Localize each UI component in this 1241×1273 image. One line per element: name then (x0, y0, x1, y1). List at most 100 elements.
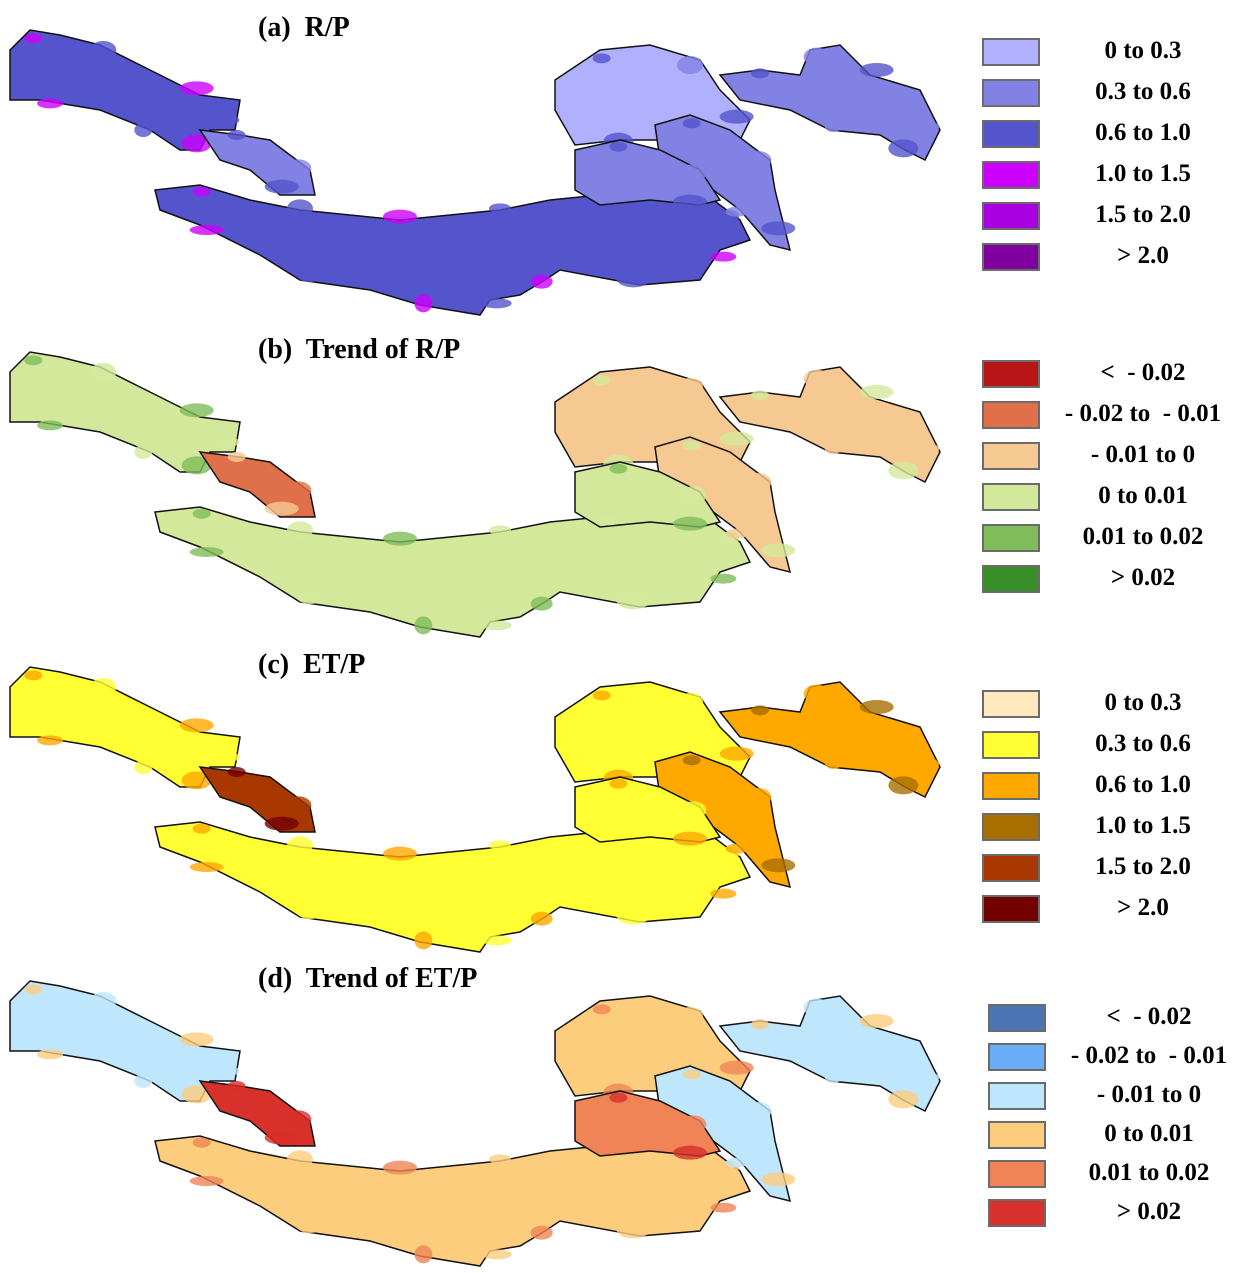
pixel-patch (725, 528, 748, 539)
pixel-patch (264, 1130, 299, 1145)
pixel-patch (134, 760, 153, 774)
pixel-patch (673, 831, 707, 846)
pixel-patch (179, 718, 214, 733)
panel-title: (d) Trend of ET/P (258, 963, 478, 994)
pixel-patch (383, 209, 417, 224)
pixel-patch (383, 846, 417, 861)
pixel-patch (725, 1157, 748, 1168)
pixel-patch (227, 452, 246, 462)
center-basin (574, 461, 722, 528)
pixel-patch (761, 1172, 796, 1187)
pixel-patch (217, 1066, 240, 1076)
pixel-patch (888, 1090, 919, 1109)
pixel-patch (489, 840, 511, 851)
pixel-patch (24, 984, 43, 995)
pixel-patch (592, 375, 611, 386)
small-basin (198, 129, 316, 196)
center-basin (574, 776, 722, 843)
east-basin (718, 44, 941, 162)
pixel-patch (609, 778, 628, 789)
pixel-patch (592, 53, 611, 64)
pixel-patch (824, 755, 843, 769)
pixel-patch (90, 41, 117, 59)
pixel-patch (383, 531, 417, 546)
pixel-patch (24, 33, 43, 44)
legend-swatch (982, 120, 1040, 148)
pixel-patch (719, 431, 754, 446)
small-basin (198, 1080, 316, 1147)
legend-label: > 0.02 (1110, 564, 1176, 591)
legend-label: 0.6 to 1.0 (1095, 119, 1191, 146)
legend-label: 1.5 to 2.0 (1095, 201, 1191, 228)
pixel-patch (481, 935, 512, 946)
legend-label: < - 0.02 (1106, 1003, 1192, 1030)
east-basin (718, 366, 941, 484)
pixel-patch (673, 516, 707, 531)
pixel-patch (859, 385, 894, 399)
pixel-patch (917, 443, 940, 454)
pixel-patch (680, 164, 707, 183)
pixel-patch (710, 573, 737, 584)
pixel-patch (287, 199, 313, 218)
legend-label: 0 to 0.3 (1104, 689, 1182, 716)
pixel-patch (264, 501, 299, 516)
pixel-patch (181, 1085, 212, 1104)
pixel-patch (383, 1160, 417, 1175)
pixel-patch (745, 788, 772, 806)
pixel-patch (597, 193, 620, 204)
pixel-patch (179, 1032, 214, 1047)
pixel-patch (489, 525, 511, 536)
pixel-patch (751, 1019, 769, 1030)
pixel-patch (192, 823, 211, 834)
legend-label: - 0.02 to - 0.01 (1070, 1042, 1228, 1069)
pixel-patch (192, 1137, 211, 1148)
legend-swatch (982, 161, 1040, 189)
pixel-patch (917, 758, 940, 769)
pixel-patch (189, 862, 224, 872)
pixel-patch (181, 456, 212, 475)
pixel-patch (530, 1225, 553, 1240)
pixel-patch (227, 1081, 246, 1091)
pixel-patch (616, 1220, 651, 1239)
pixel-patch (285, 1110, 312, 1129)
west-basin (9, 980, 241, 1102)
pixel-patch (37, 420, 63, 431)
pixel-patch (227, 767, 246, 777)
pixel-patch (90, 363, 117, 381)
pixel-patch (761, 858, 796, 873)
pixel-patch (414, 931, 433, 950)
pixel-patch (888, 776, 919, 795)
pixel-patch (803, 369, 830, 388)
legend-swatch (982, 442, 1040, 470)
pixel-patch (134, 1074, 153, 1088)
pixel-patch (37, 98, 63, 109)
pixel-patch (24, 355, 43, 366)
pixel-patch (673, 194, 707, 209)
pixel-patch (682, 1069, 701, 1080)
pixel-patch (710, 251, 737, 262)
pixel-patch (414, 616, 433, 635)
pixel-patch (189, 1176, 224, 1186)
pixel-patch (189, 225, 224, 235)
pixel-patch (609, 1092, 628, 1103)
pixel-patch (414, 294, 433, 313)
pixel-patch (616, 269, 651, 288)
center-basin (574, 1090, 722, 1157)
pixel-patch (677, 378, 703, 396)
pixel-patch (725, 206, 748, 217)
pixel-patch (287, 521, 313, 540)
pixel-patch (287, 1150, 313, 1169)
south-basin (154, 506, 752, 638)
pixel-patch (677, 693, 703, 711)
pixel-patch (751, 390, 769, 401)
pixel-patch (592, 1004, 611, 1015)
legend-swatch (982, 731, 1040, 759)
legend-label: 0 to 0.01 (1098, 482, 1188, 509)
legend-swatch (982, 360, 1040, 388)
pixel-patch (597, 1144, 620, 1155)
pixel-patch (37, 735, 63, 746)
pixel-patch (888, 139, 919, 158)
pixel-patch (90, 678, 117, 696)
pixel-patch (217, 752, 240, 762)
basin-map (9, 980, 941, 1267)
